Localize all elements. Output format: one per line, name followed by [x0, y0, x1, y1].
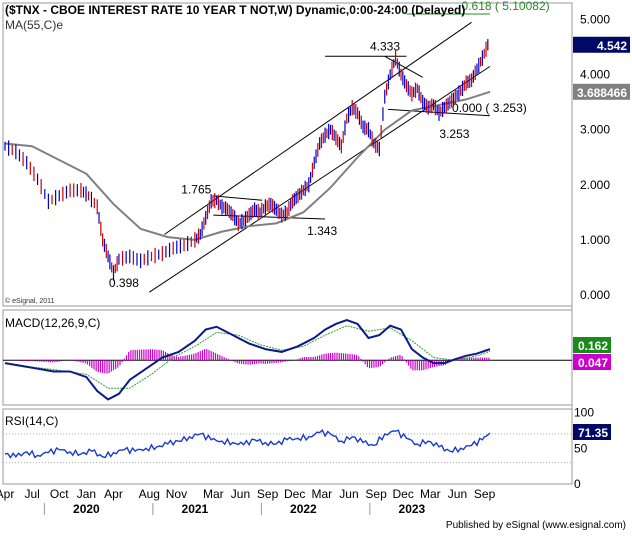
wedge-top-line [384, 55, 423, 78]
price-annotation: 0.000 ( 3.253) [452, 101, 527, 115]
price-value-badge [573, 83, 630, 100]
rsi-layer: 100 50 0 71.35 [3, 406, 611, 491]
x-month-label: Aug [139, 487, 160, 501]
x-month-label: Sep [257, 487, 279, 501]
macd-value-badge [573, 354, 611, 370]
ma-legend: MA(55,C)e [5, 18, 63, 32]
support-line-1343 [213, 214, 326, 220]
x-month-label: Mar [420, 487, 441, 501]
x-month-label: Sep [474, 487, 496, 501]
rsi-line [4, 428, 491, 459]
price-annotation: 1.765 [181, 183, 211, 197]
rsi-panel-frame [2, 408, 573, 485]
x-month-label: Jun [448, 487, 467, 501]
x-month-label: Dec [393, 487, 414, 501]
lower-channel-line [149, 65, 491, 293]
x-month-label: Jun [231, 487, 250, 501]
copyright-label: © eSignal, 2011 [5, 297, 55, 305]
x-year-label: 2023 [399, 502, 426, 516]
rsi-value-badge-label: 71.35 [578, 426, 608, 440]
chart-title: ($TNX - CBOE INTEREST RATE 10 YEAR T NOT… [5, 3, 465, 17]
price-ytick-label: 4.000 [580, 68, 610, 82]
price-ytick-label: 5.000 [580, 13, 610, 27]
upper-channel-line [164, 21, 472, 235]
rsi-ytick-label: 0 [574, 477, 581, 491]
rsi-ytick-label: 50 [574, 441, 588, 455]
rsi-ytick-label: 100 [574, 406, 594, 420]
x-month-label: Apr [0, 487, 14, 501]
price-layer: 5.000 4.000 3.000 2.000 1.000 0.000 0.398 1.765… [4, 0, 630, 302]
price-ytick-label: 3.000 [580, 123, 610, 137]
price-annotation: 0.618 ( 5.10082) [462, 0, 550, 13]
price-ytick-label: 1.000 [580, 233, 610, 247]
x-month-label: Jan [77, 487, 96, 501]
footer-label: Published by eSignal (www.esignal.com) [446, 520, 626, 531]
price-annotation: 0.398 [109, 276, 139, 290]
x-month-label: Jun [339, 487, 358, 501]
x-month-label: Jul [24, 487, 39, 501]
x-month-label: Mar [203, 487, 224, 501]
x-year-label: 2022 [290, 502, 317, 516]
macd-layer: 0.162 0.047 [3, 318, 611, 401]
x-month-label: Oct [50, 487, 69, 501]
x-month-label: Sep [365, 487, 387, 501]
price-ytick-label: 0.000 [580, 288, 610, 302]
x-month-label: Dec [284, 487, 305, 501]
triangle-top-line [213, 195, 263, 201]
macd-value-badge [573, 337, 611, 353]
price-annotation: 4.333 [370, 39, 400, 53]
price-value-badge-label: 4.542 [597, 39, 627, 53]
price-ytick-label: 2.000 [580, 178, 610, 192]
price-value-badge-label: 3.688466 [577, 86, 627, 100]
x-month-label: Mar [311, 487, 332, 501]
x-year-label: 2020 [73, 502, 100, 516]
macd-signal-line [4, 325, 491, 389]
price-value-badge [573, 36, 630, 53]
rsi-value-badge [573, 424, 611, 440]
price-annotation: 1.343 [307, 224, 337, 238]
ma55-line [4, 90, 491, 241]
x-month-label: Apr [104, 487, 123, 501]
price-annotation: 3.253 [439, 127, 469, 141]
x-year-label: 2021 [182, 502, 209, 516]
macd-line [4, 318, 491, 401]
x-month-label: Nov [166, 487, 187, 501]
macd-value-badge-label: 0.047 [578, 356, 608, 370]
macd-value-badge-label: 0.162 [578, 339, 608, 353]
rsi-title: RSI(14,C) [5, 414, 58, 428]
x-axis: Apr Jul Oct Jan Apr Aug Nov Mar Jun Sep Dec Mar Jun S… [0, 487, 496, 516]
price-panel-frame [2, 2, 573, 307]
macd-title: MACD(12,26,9,C) [5, 316, 100, 330]
